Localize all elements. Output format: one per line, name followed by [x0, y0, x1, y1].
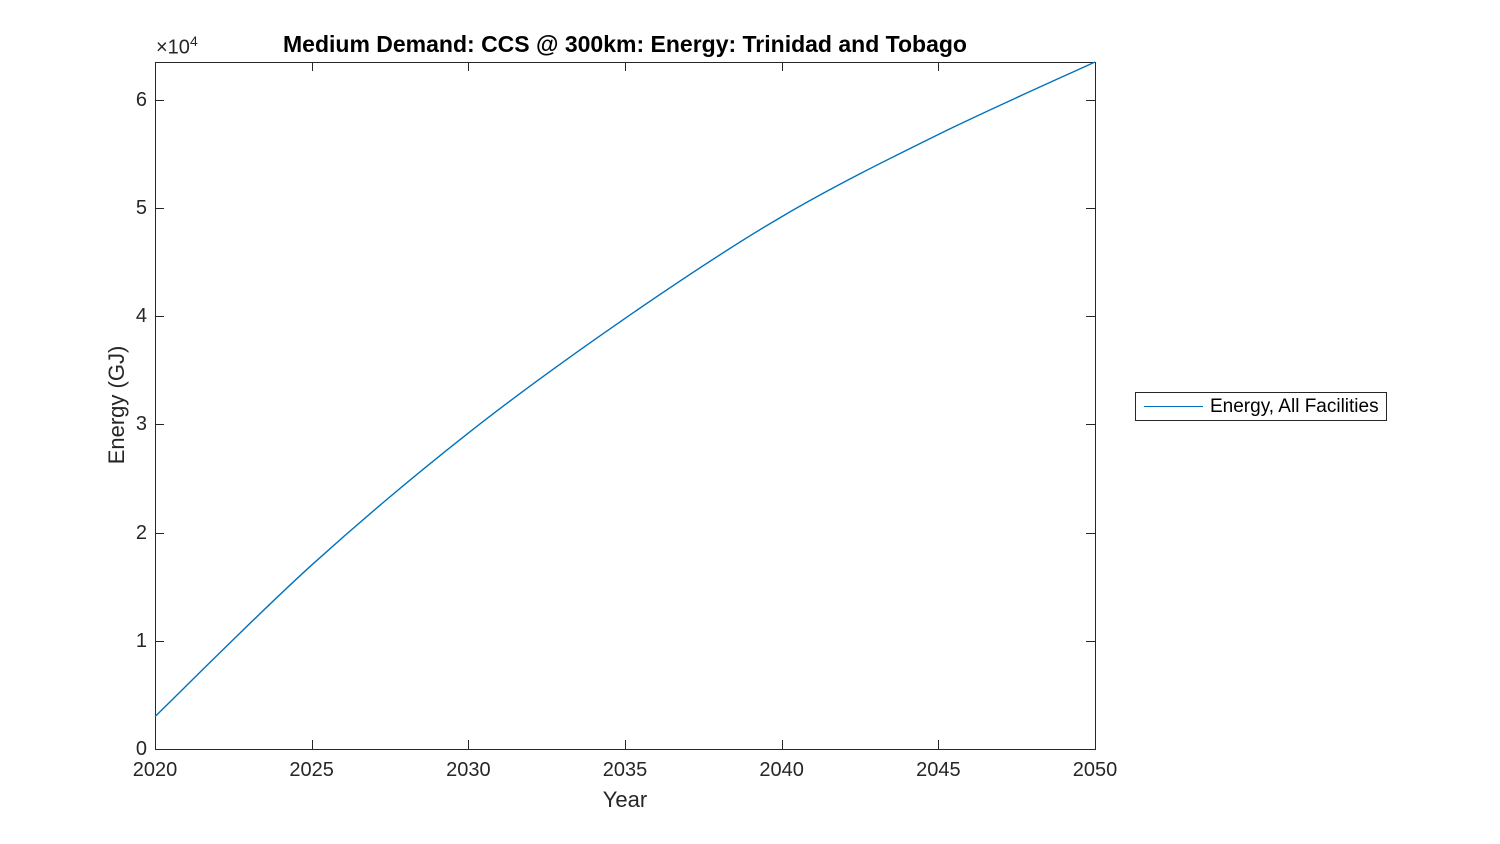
- y-tick-label: 3: [135, 413, 147, 436]
- chart-title: Medium Demand: CCS @ 300km: Energy: Trin…: [283, 31, 967, 57]
- y-tick-label: 2: [135, 521, 147, 544]
- x-tick-label: 2045: [916, 759, 961, 781]
- legend[interactable]: Energy, All Facilities: [1135, 392, 1387, 421]
- x-tick-label: 2020: [132, 759, 178, 781]
- x-tick-label: 2035: [602, 759, 648, 781]
- y-tick-label: 6: [135, 88, 147, 111]
- y-tick-label: 1: [135, 629, 147, 652]
- y-axis-label: Energy (GJ): [104, 345, 129, 465]
- axes-box: [155, 62, 1096, 750]
- energy-series-line: [154, 61, 1096, 718]
- x-axis-label: Year: [602, 787, 648, 812]
- x-tick-label: 2030: [446, 759, 491, 781]
- y-tick-label: 4: [135, 305, 147, 328]
- x-tick-label: 2025: [289, 759, 334, 781]
- y-axis-multiplier: ×104: [156, 33, 198, 60]
- y-tick-label: 5: [135, 197, 147, 220]
- x-tick-label: 2050: [1072, 759, 1118, 781]
- y-axis-multiplier-exponent: 4: [189, 33, 198, 49]
- y-axis-multiplier-base: ×10: [156, 36, 190, 59]
- y-tick-label: 0: [135, 738, 147, 760]
- legend-label: Energy, All Facilities: [1210, 395, 1379, 417]
- x-tick-label: 2040: [759, 759, 804, 781]
- legend-line-sample-icon: [1144, 406, 1203, 407]
